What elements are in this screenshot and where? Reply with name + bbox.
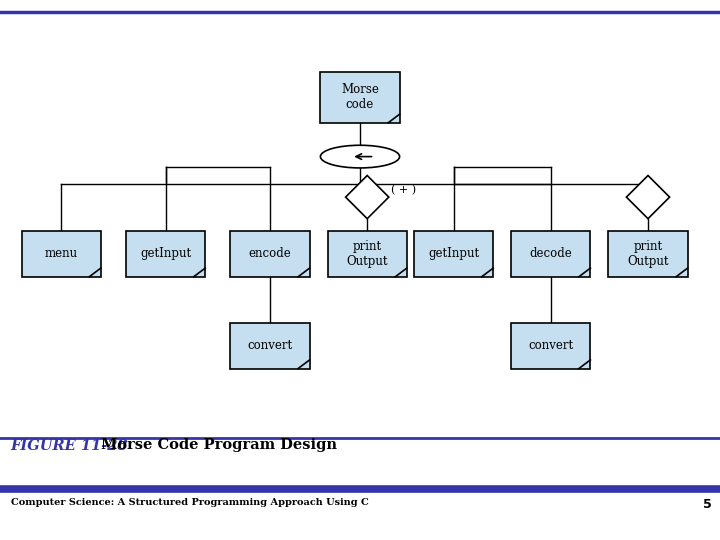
Text: convert: convert	[528, 339, 573, 352]
FancyBboxPatch shape	[320, 71, 400, 123]
Polygon shape	[626, 176, 670, 219]
Text: print
Output: print Output	[346, 240, 388, 268]
Text: Morse
code: Morse code	[341, 83, 379, 111]
Text: FIGURE 11-28: FIGURE 11-28	[11, 438, 128, 453]
Text: Morse Code Program Design: Morse Code Program Design	[101, 438, 337, 453]
Text: Computer Science: A Structured Programming Approach Using C: Computer Science: A Structured Programmi…	[11, 498, 369, 508]
Text: decode: decode	[529, 247, 572, 260]
FancyBboxPatch shape	[511, 322, 590, 368]
Text: getInput: getInput	[140, 247, 192, 260]
Text: ( + ): ( + )	[391, 185, 415, 195]
Polygon shape	[346, 176, 389, 219]
FancyBboxPatch shape	[230, 231, 310, 276]
FancyBboxPatch shape	[328, 231, 407, 276]
FancyBboxPatch shape	[230, 322, 310, 368]
Text: 5: 5	[703, 498, 711, 511]
Text: menu: menu	[45, 247, 78, 260]
Text: convert: convert	[248, 339, 292, 352]
FancyBboxPatch shape	[126, 231, 205, 276]
FancyBboxPatch shape	[511, 231, 590, 276]
FancyBboxPatch shape	[22, 231, 101, 276]
Text: getInput: getInput	[428, 247, 480, 260]
Text: print
Output: print Output	[627, 240, 669, 268]
FancyBboxPatch shape	[608, 231, 688, 276]
Ellipse shape	[320, 145, 400, 168]
FancyBboxPatch shape	[414, 231, 493, 276]
Text: encode: encode	[248, 247, 292, 260]
